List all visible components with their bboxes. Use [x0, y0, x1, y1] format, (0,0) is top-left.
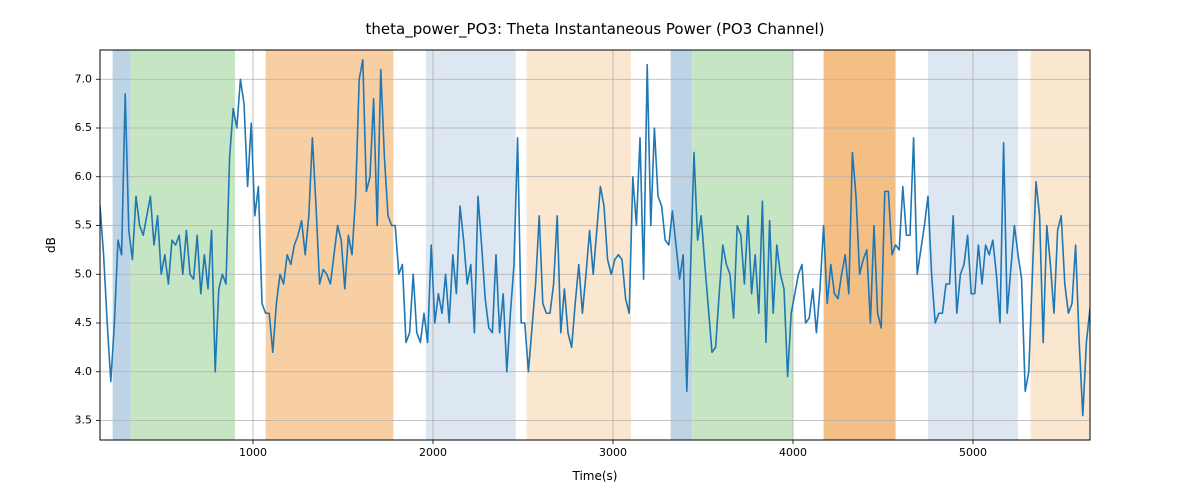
background-bands	[113, 50, 1090, 440]
x-tick-label: 5000	[959, 446, 987, 459]
y-tick-label: 7.0	[75, 72, 93, 85]
background-band	[131, 50, 235, 440]
y-axis-label: dB	[44, 237, 58, 253]
background-band	[692, 50, 793, 440]
y-tick-label: 5.0	[75, 267, 93, 280]
x-tick-label: 4000	[779, 446, 807, 459]
background-band	[671, 50, 693, 440]
x-tick-label: 2000	[419, 446, 447, 459]
background-band	[824, 50, 896, 440]
y-tick-label: 3.5	[75, 414, 93, 427]
background-band	[426, 50, 516, 440]
x-tick-labels: 1000 2000 3000 4000 5000	[239, 440, 987, 459]
y-tick-label: 4.0	[75, 365, 93, 378]
y-tick-label: 6.5	[75, 121, 93, 134]
chart-title: theta_power_PO3: Theta Instantaneous Pow…	[366, 20, 825, 39]
y-tick-label: 6.0	[75, 170, 93, 183]
y-tick-label: 5.5	[75, 219, 93, 232]
y-tick-label: 4.5	[75, 316, 93, 329]
background-band	[527, 50, 631, 440]
y-tick-labels: 3.5 4.0 4.5 5.0 5.5 6.0 6.5 7.0	[75, 72, 101, 426]
chart-container: 1000 2000 3000 4000 5000 3.5 4.0 4.5 5.0 5.5 6.0 6…	[0, 0, 1200, 500]
x-axis-label: Time(s)	[572, 469, 618, 483]
x-tick-label: 3000	[599, 446, 627, 459]
chart-svg: 1000 2000 3000 4000 5000 3.5 4.0 4.5 5.0 5.5 6.0 6…	[0, 0, 1200, 500]
x-tick-label: 1000	[239, 446, 267, 459]
